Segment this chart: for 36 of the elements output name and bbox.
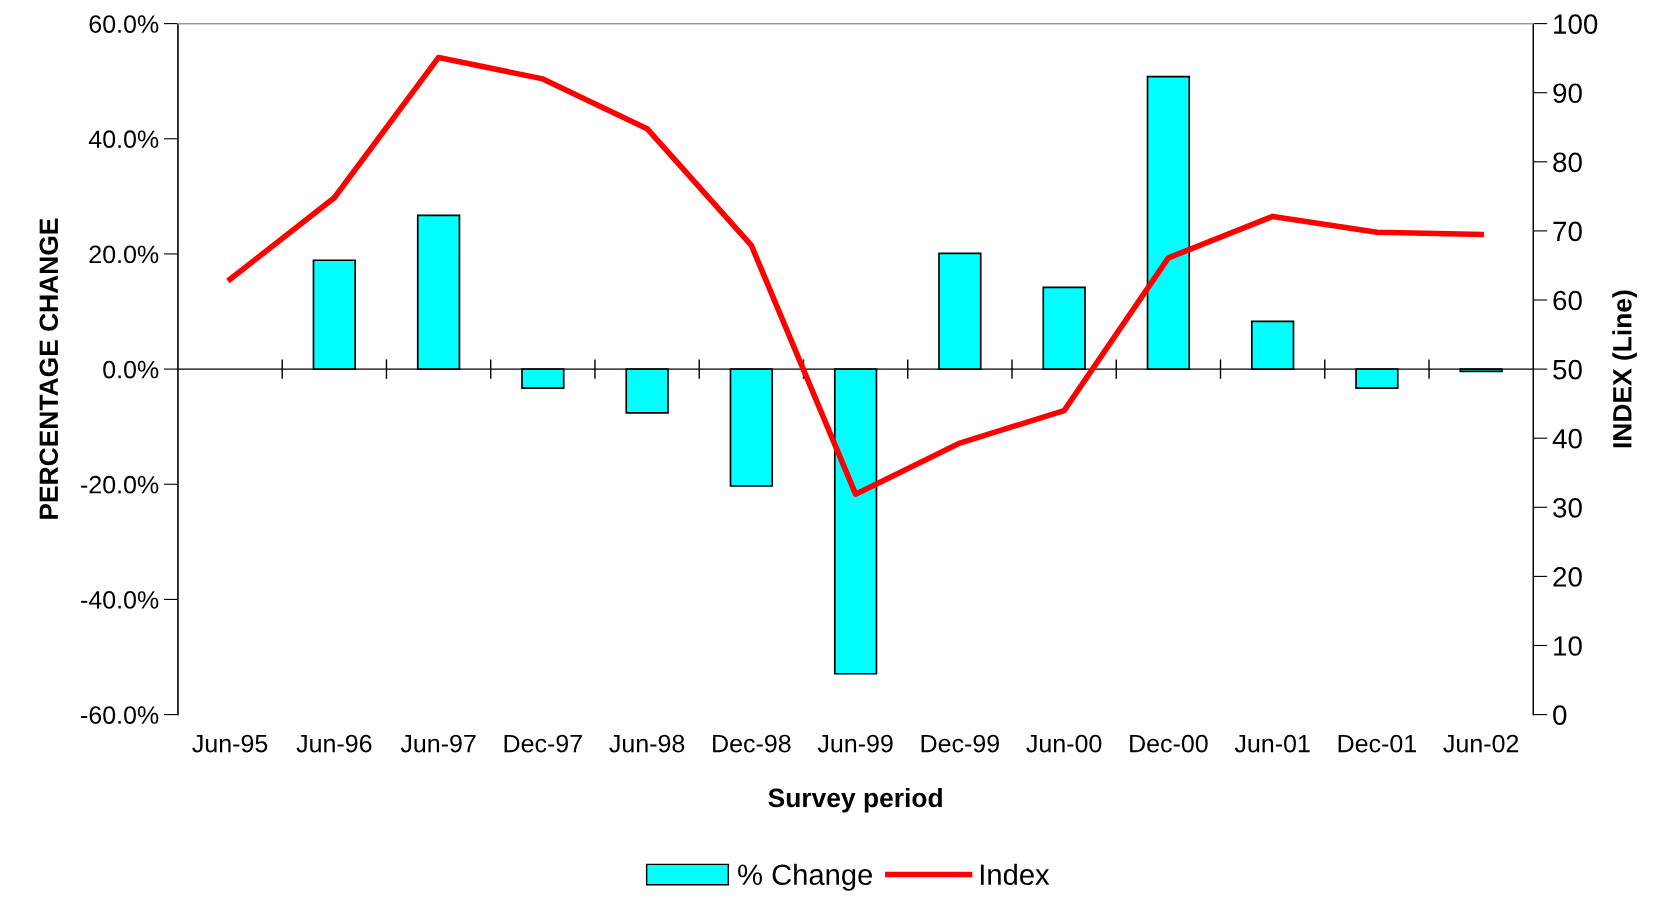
y-tick-label: -60.0% [81, 706, 159, 724]
x-tick-label: Jun-99 [817, 734, 893, 753]
x-axis-title: Survey period [768, 787, 942, 813]
x-tick-label: Dec-97 [504, 734, 582, 753]
x-tick-label: Jun-02 [1443, 734, 1519, 753]
x-tick-label: Jun-95 [192, 734, 268, 753]
x-tick-label: Dec-01 [1338, 734, 1416, 753]
y-tick-label: 0.0% [103, 360, 159, 379]
y2-axis-title: INDEX (Line) [1612, 290, 1637, 448]
y-tick-label: -20.0% [81, 475, 159, 494]
y2-tick-label: 50 [1553, 359, 1582, 380]
y-tick-label: 20.0% [89, 245, 159, 264]
y-axis-title: PERCENTAGE CHANGE [39, 218, 59, 519]
y2-tick-label: 100 [1554, 14, 1598, 34]
x-tick-label: Dec-98 [713, 734, 791, 753]
x-tick-label: Jun-01 [1234, 734, 1310, 753]
y2-tick-label: 30 [1553, 497, 1582, 518]
x-tick-label: Jun-00 [1026, 734, 1102, 753]
y-tick-label: -40.0% [81, 591, 159, 609]
x-tick-label: Jun-96 [296, 734, 372, 753]
x-tick-label: Jun-97 [400, 734, 476, 753]
legend-label: Index [980, 863, 1050, 886]
y2-tick-label: 10 [1554, 636, 1582, 656]
y2-tick-label: 40 [1552, 428, 1582, 449]
y2-tick-label: 20 [1553, 567, 1582, 587]
x-tick-label: Dec-00 [1130, 734, 1208, 753]
y2-tick-label: 0 [1553, 705, 1567, 725]
y-tick-label: 40.0% [88, 130, 159, 149]
legend-label: % Change [738, 863, 872, 891]
y2-tick-label: 70 [1553, 221, 1582, 242]
y2-tick-label: 60 [1553, 290, 1582, 311]
y2-tick-label: 90 [1553, 83, 1582, 104]
y-tick-label: 60.0% [89, 15, 159, 33]
x-tick-label: Jun-98 [609, 734, 685, 753]
x-tick-label: Dec-99 [921, 734, 999, 753]
y2-tick-label: 80 [1553, 152, 1582, 173]
